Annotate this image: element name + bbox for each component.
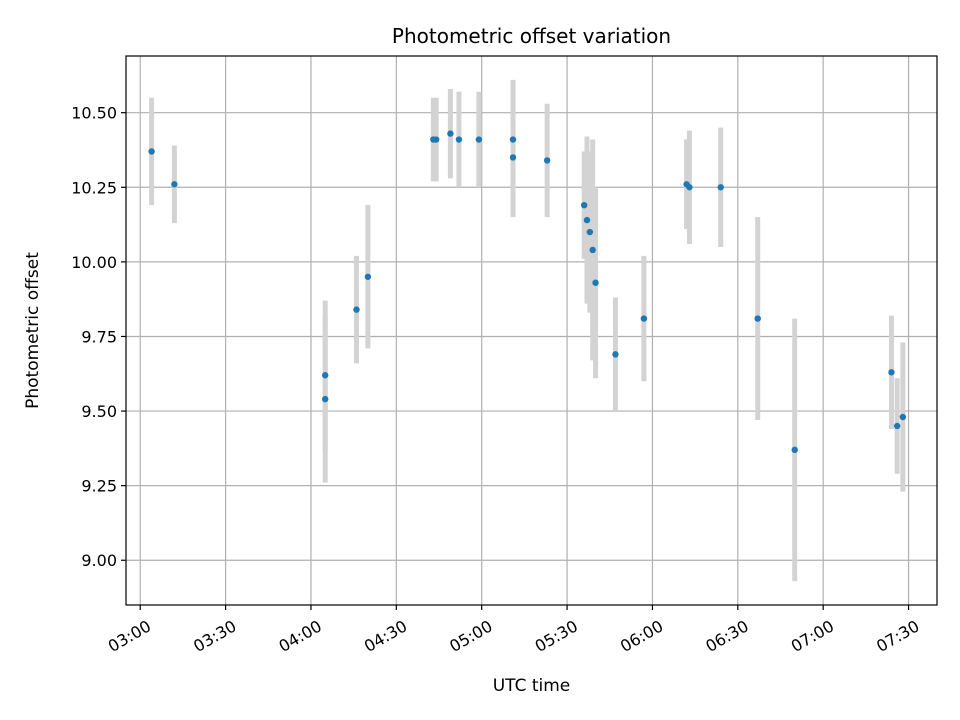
x-tick-label: 07:30 xyxy=(873,616,922,656)
data-point xyxy=(589,246,596,254)
data-point xyxy=(893,422,901,430)
data-point xyxy=(321,372,329,379)
data-point xyxy=(509,154,517,161)
y-tick-label: 10.00 xyxy=(71,253,117,272)
data-point xyxy=(364,273,372,280)
y-tick-label: 9.25 xyxy=(81,477,117,496)
data-point xyxy=(353,306,360,313)
data-point xyxy=(475,136,483,143)
x-tick-label: 07:00 xyxy=(788,616,837,656)
data-point xyxy=(586,228,594,236)
data-point xyxy=(455,136,463,143)
chart-title: Photometric offset variation xyxy=(392,24,671,48)
x-tick-label: 05:30 xyxy=(532,616,581,656)
x-tick-label: 03:30 xyxy=(190,616,239,656)
data-point xyxy=(717,184,724,191)
data-point xyxy=(899,413,907,421)
x-tick-label: 06:00 xyxy=(617,616,666,656)
data-point xyxy=(592,279,599,286)
data-point xyxy=(171,181,178,188)
data-point xyxy=(612,351,619,358)
errorbar-layer xyxy=(149,79,906,582)
data-point xyxy=(640,315,648,322)
y-tick-label: 9.50 xyxy=(81,402,117,421)
x-tick-label: 04:00 xyxy=(276,616,325,656)
x-tick-label: 05:00 xyxy=(446,616,495,656)
x-tick-label: 04:30 xyxy=(361,616,410,656)
data-point xyxy=(583,216,591,224)
data-point xyxy=(791,446,798,454)
data-point xyxy=(148,148,155,155)
point-layer xyxy=(148,130,907,454)
data-point xyxy=(432,136,440,143)
y-tick-label: 10.50 xyxy=(71,104,117,123)
y-axis-label: Photometric offset xyxy=(23,252,43,409)
data-point xyxy=(888,369,895,376)
y-tick-label: 9.00 xyxy=(81,551,117,570)
plot-frame xyxy=(125,55,938,606)
y-tick-label: 10.25 xyxy=(71,178,117,197)
grid-layer xyxy=(126,56,937,605)
data-point xyxy=(580,201,588,209)
data-point xyxy=(686,184,693,191)
data-point xyxy=(754,315,761,322)
x-tick-label: 06:30 xyxy=(702,616,751,656)
data-point xyxy=(321,395,329,403)
data-point xyxy=(509,136,517,143)
x-tick-label: 03:00 xyxy=(105,616,154,656)
data-point xyxy=(447,130,454,137)
data-point xyxy=(543,157,551,164)
x-axis-label: UTC time xyxy=(493,676,571,696)
y-tick-label: 9.75 xyxy=(81,327,117,346)
